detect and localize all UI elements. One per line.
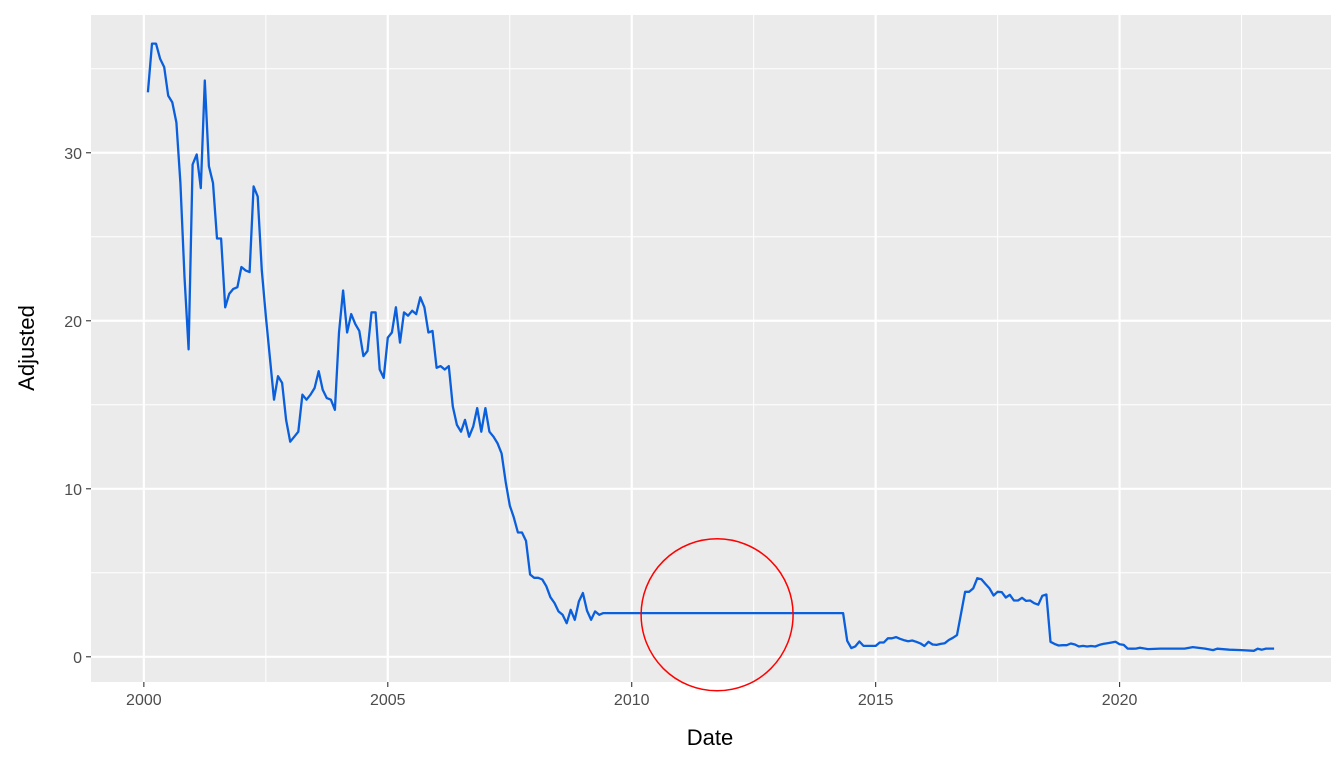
y-tick-label: 10 [64,482,82,499]
y-axis: 0 10 20 30 [64,146,91,667]
x-tick-label: 2010 [614,692,650,709]
y-tick-label: 20 [64,314,82,331]
x-tick-label: 2005 [370,692,406,709]
y-axis-title: Adjusted [14,305,39,391]
x-tick-label: 2015 [858,692,894,709]
annotation-circle [640,538,794,692]
y-tick-label: 0 [73,650,82,667]
x-axis: 2000 2005 2010 2015 2020 [126,682,1137,709]
gridlines [91,15,1331,682]
x-tick-label: 2020 [1102,692,1138,709]
x-axis-title: Date [687,725,733,750]
x-tick-label: 2000 [126,692,162,709]
series-line [146,42,1275,652]
plot-panel [91,15,1331,682]
y-tick-label: 30 [64,146,82,163]
